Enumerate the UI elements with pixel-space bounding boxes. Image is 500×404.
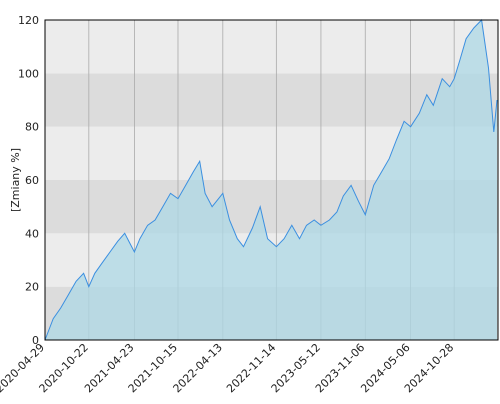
y-tick-label: 0 xyxy=(32,334,39,347)
grid-band xyxy=(45,20,498,74)
y-tick-label: 60 xyxy=(25,174,39,187)
y-tick-label: 80 xyxy=(25,121,39,134)
line xyxy=(44,18,498,341)
y-tick-label: 20 xyxy=(25,281,39,294)
y-tick-label: 40 xyxy=(25,227,39,240)
plot-frame xyxy=(44,19,499,341)
y-tick-label: 120 xyxy=(18,14,39,27)
area-fill xyxy=(45,20,498,340)
y-tick-label: 100 xyxy=(18,67,39,80)
y-axis-label: [Zmiany %] xyxy=(9,148,22,212)
